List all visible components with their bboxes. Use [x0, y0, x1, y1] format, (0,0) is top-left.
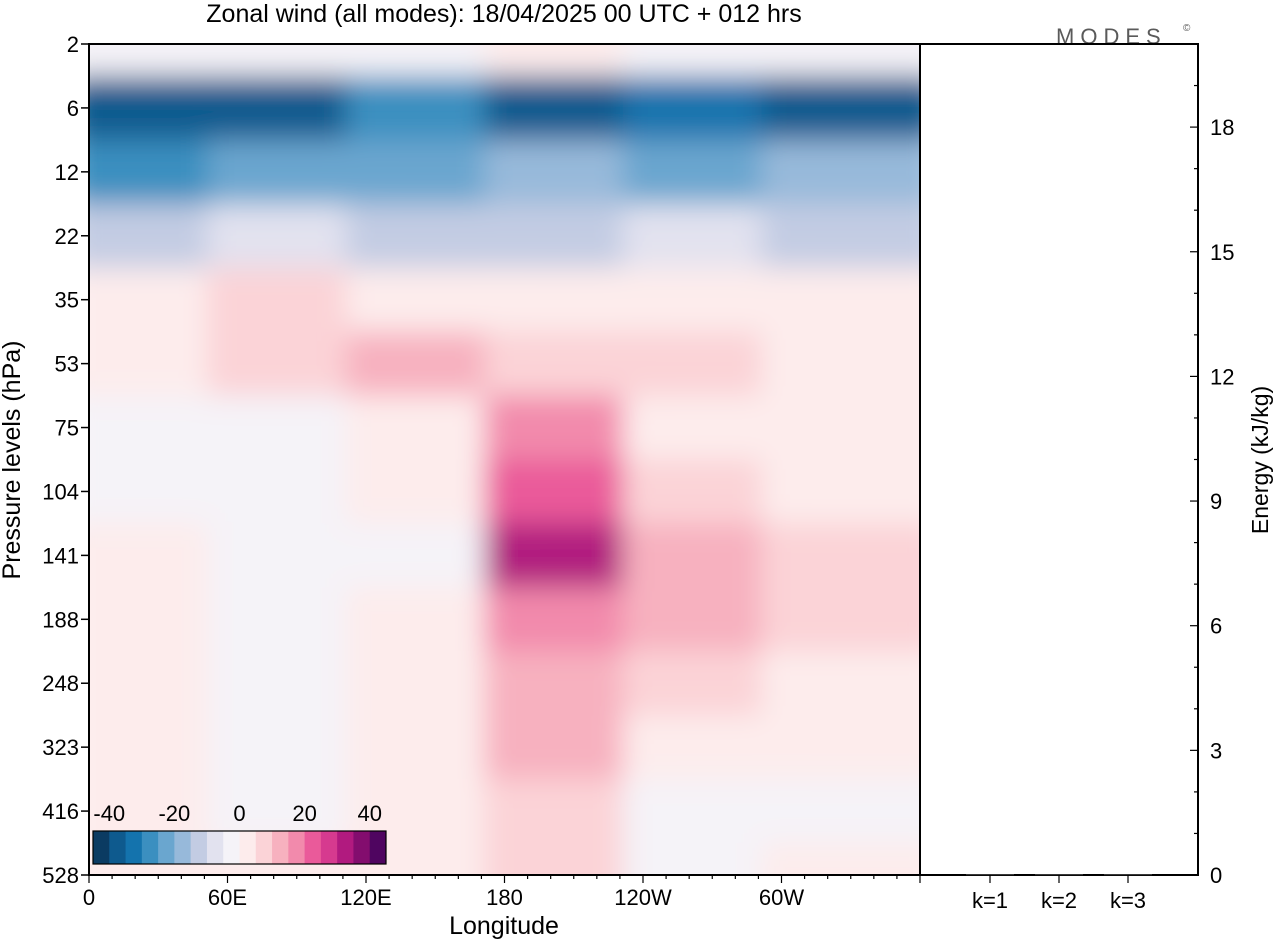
- y-tick-label: 75: [55, 416, 79, 441]
- colorbar-swatch: [223, 831, 240, 864]
- colorbar-label: -20: [158, 801, 190, 826]
- heatmap-cell: [761, 331, 920, 397]
- heatmap-cell: [761, 587, 920, 653]
- energy-tick-label: 12: [1210, 364, 1234, 389]
- energy-tick-label: 18: [1210, 115, 1234, 140]
- energy-axis-title: Energy (kJ/kg): [1247, 386, 1273, 534]
- y-tick-label: 53: [55, 352, 79, 377]
- colorbar-swatch: [272, 831, 289, 864]
- colorbar-swatch: [288, 831, 306, 864]
- energy-x-label: k=2: [1041, 888, 1077, 913]
- heatmap-cell: [761, 203, 920, 269]
- colorbar-swatch: [239, 831, 257, 864]
- colorbar-swatch: [304, 831, 322, 864]
- y-tick-label: 188: [42, 607, 79, 632]
- colorbar-swatch: [255, 831, 273, 864]
- y-tick-label: 22: [55, 224, 79, 249]
- colorbar-swatch: [353, 831, 371, 864]
- colorbar-swatch: [369, 831, 387, 864]
- heatmap-cell: [761, 779, 920, 845]
- x-tick-label: 0: [83, 885, 95, 910]
- colorbar-swatch: [109, 831, 127, 864]
- modes-logo: MODES: [1056, 24, 1167, 49]
- energy-tick-label: 9: [1210, 489, 1222, 514]
- colorbar-swatch: [190, 831, 208, 864]
- y-tick-label: 323: [42, 735, 79, 760]
- energy-axis: 0 3 6 9 12 15 18: [1190, 43, 1234, 888]
- energy-tick-label: 3: [1210, 738, 1222, 763]
- energy-x-label: k=1: [972, 888, 1008, 913]
- y-tick-label: 528: [42, 863, 79, 888]
- colorbar-swatch: [125, 831, 143, 864]
- y-tick-label: 104: [42, 479, 79, 504]
- energy-bar: [1104, 874, 1152, 876]
- heatmap-cell: [761, 843, 920, 875]
- colorbar-label: 20: [292, 801, 316, 826]
- heatmap-cell: [761, 75, 920, 141]
- x-tick-label: 60E: [208, 885, 247, 910]
- colorbar-label: -40: [93, 801, 125, 826]
- y-tick-label: 416: [42, 799, 79, 824]
- modes-logo-mark: ©: [1183, 23, 1191, 34]
- colorbar-swatch: [320, 831, 338, 864]
- y-tick-label: 35: [55, 288, 79, 313]
- heatmap-cell: [761, 395, 920, 461]
- energy-panel-frame: [919, 43, 1199, 876]
- y-tick-label: 248: [42, 671, 79, 696]
- energy-bar: [1035, 874, 1083, 876]
- x-axis-title: Longitude: [449, 912, 559, 940]
- heatmap-cell: [761, 139, 920, 205]
- energy-tick-label: 6: [1210, 614, 1222, 639]
- colorbar-swatch: [93, 831, 110, 864]
- colorbar-swatch: [337, 831, 354, 864]
- energy-tick-label: 15: [1210, 240, 1234, 265]
- heatmap-cell: [761, 651, 920, 717]
- colorbar-label: 0: [233, 801, 245, 826]
- x-tick-label: 60W: [759, 885, 804, 910]
- energy-tick-label: 0: [1210, 863, 1222, 888]
- y-tick-label: 12: [55, 160, 79, 185]
- colorbar-swatch: [206, 831, 224, 864]
- y-tick-label: 141: [42, 543, 79, 568]
- heatmap-cell: [761, 44, 920, 77]
- heatmap-cell: [761, 715, 920, 781]
- y-axis-title: Pressure levels (hPa): [0, 341, 26, 580]
- y-tick-label: 2: [67, 32, 79, 57]
- x-tick-label: 120E: [340, 885, 391, 910]
- heatmap-cell: [761, 267, 920, 333]
- longitude-axis: 0 60E 120E 180 120W 60W: [83, 875, 921, 910]
- colorbar-label: 40: [357, 801, 381, 826]
- x-tick-label: 180: [486, 885, 523, 910]
- energy-bar: [966, 874, 1014, 876]
- colorbar: -40 -20 0 20 40: [92, 801, 387, 865]
- colorbar-swatch: [141, 831, 159, 864]
- colorbar-border: [92, 830, 387, 865]
- colorbar-swatch: [158, 831, 175, 864]
- pressure-axis: 2 6 12 22 35 53 75 104 141 188 248 323 416 528: [42, 32, 89, 888]
- chart-title: Zonal wind (all modes): 18/04/2025 00 UT…: [206, 0, 801, 28]
- y-tick-label: 6: [67, 96, 79, 121]
- heatmap-cell: [761, 523, 920, 589]
- energy-x-label: k=3: [1110, 888, 1146, 913]
- x-tick-label: 120W: [614, 885, 672, 910]
- heatmap-cell: [761, 459, 920, 525]
- heatmap-field: [89, 44, 920, 875]
- energy-bars: k=1 k=2 k=3: [966, 874, 1152, 913]
- colorbar-swatch: [174, 831, 192, 864]
